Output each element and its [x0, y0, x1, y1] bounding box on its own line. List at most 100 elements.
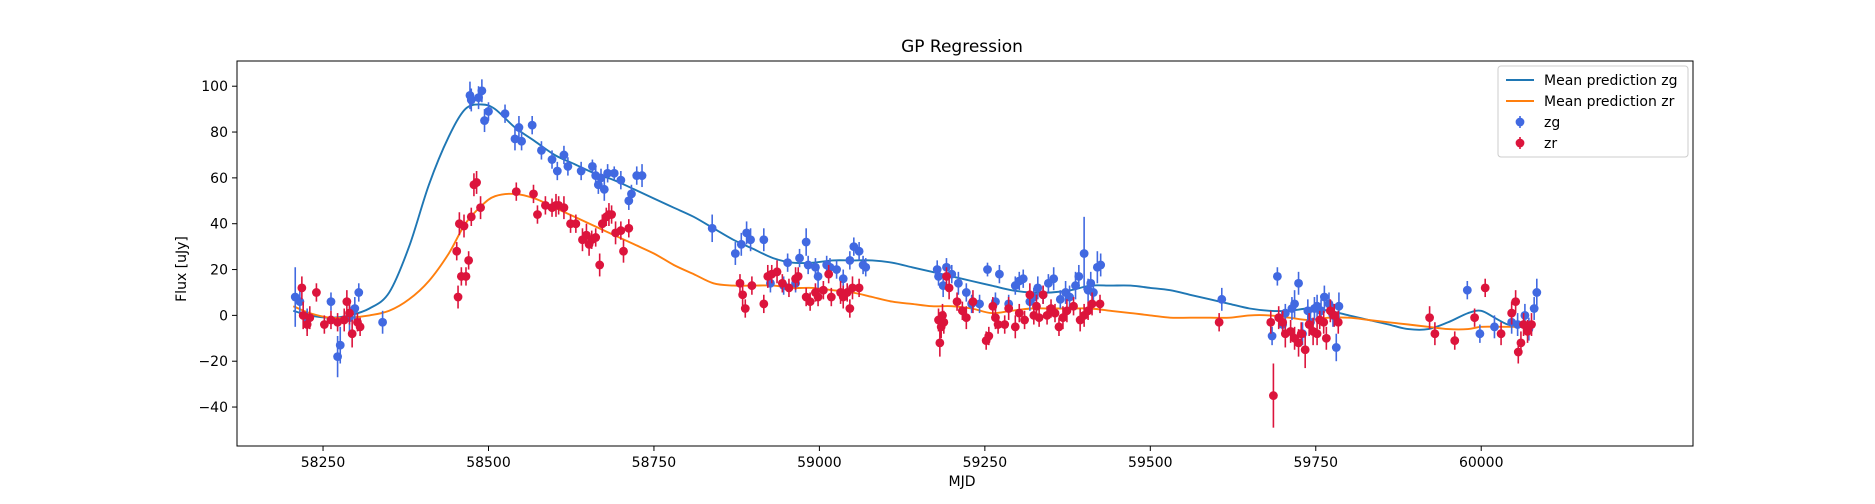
- data-point-zg: [1055, 294, 1065, 304]
- data-point-zg: [627, 189, 636, 199]
- data-point-zr: [1069, 301, 1078, 311]
- data-point-zg: [1049, 274, 1059, 284]
- data-point-zr: [944, 283, 954, 293]
- data-point-zr: [459, 221, 469, 231]
- data-point-zg: [1071, 281, 1080, 290]
- data-point-zr: [1062, 306, 1072, 316]
- data-point-zg: [1088, 288, 1098, 297]
- data-point-zr: [1034, 313, 1044, 323]
- data-point-zg: [783, 258, 793, 268]
- data-point-zr: [826, 292, 836, 302]
- data-point-zr: [298, 310, 308, 320]
- data-point-zg: [484, 107, 493, 116]
- data-point-zr: [1025, 290, 1035, 300]
- data-point-zr: [345, 308, 354, 318]
- plot-frame: [236, 60, 1694, 447]
- data-point-zg: [1290, 299, 1299, 309]
- x-tick-label: 59000: [797, 455, 842, 471]
- data-point-zr: [326, 315, 336, 325]
- data-point-zr: [619, 246, 628, 256]
- data-point-zr: [529, 189, 538, 199]
- data-point-zr: [466, 212, 476, 222]
- data-point-zg: [803, 260, 813, 270]
- data-point-zg: [1294, 278, 1303, 288]
- legend-box: [1497, 65, 1689, 158]
- data-point-zr: [1050, 308, 1060, 318]
- data-point-zr: [805, 297, 815, 307]
- legend-entry-zr: zr: [1515, 136, 1557, 152]
- data-point-zr: [772, 267, 782, 277]
- data-point-zr: [1329, 310, 1339, 320]
- data-point-zr: [472, 178, 481, 187]
- data-point-zg: [559, 150, 569, 160]
- data-point-zg: [1490, 322, 1499, 332]
- data-point-zg: [563, 162, 573, 171]
- data-point-zg: [354, 288, 364, 297]
- data-point-zr: [759, 299, 769, 309]
- data-point-zg: [759, 235, 769, 245]
- data-point-zg: [1462, 285, 1472, 295]
- data-point-zr: [559, 203, 569, 213]
- legend: Mean prediction zg Mean prediction zr zg zr: [1497, 65, 1689, 158]
- data-point-zg: [527, 120, 537, 130]
- data-point-zg: [983, 265, 992, 274]
- data-point-zg: [335, 340, 345, 350]
- data-point-zg: [609, 168, 619, 178]
- data-point-zg: [1475, 329, 1485, 339]
- data-point-zr: [452, 246, 462, 256]
- data-point-zg: [616, 175, 626, 185]
- data-point-zr: [738, 290, 748, 300]
- data-point-zg: [1331, 343, 1341, 352]
- data-point-zg: [1217, 294, 1227, 304]
- data-point-zg: [961, 288, 971, 297]
- data-point-zr: [1095, 299, 1105, 309]
- data-point-zr: [848, 283, 857, 293]
- data-point-zg: [1324, 299, 1334, 309]
- data-point-zr: [624, 223, 634, 233]
- data-point-zr: [1032, 301, 1041, 311]
- data-point-zr: [1054, 322, 1064, 332]
- data-point-zg: [603, 168, 613, 178]
- x-tick-label: 59750: [1293, 455, 1338, 471]
- data-point-zr: [1507, 308, 1517, 318]
- data-point-zr: [938, 310, 947, 320]
- data-point-zr: [747, 281, 757, 290]
- data-point-zg: [514, 123, 524, 132]
- data-point-zg: [932, 265, 942, 274]
- data-point-zr: [1214, 317, 1224, 327]
- data-point-zg: [730, 249, 740, 258]
- data-point-zr: [461, 272, 471, 281]
- data-point-zg: [1267, 331, 1277, 341]
- legend-marker-swatch: [1515, 117, 1525, 127]
- data-point-zg: [1033, 283, 1043, 293]
- data-point-zr: [993, 320, 1003, 329]
- y-axis-label: Flux [uJy]: [174, 236, 190, 302]
- data-point-zr: [1083, 306, 1093, 316]
- chart-title: GP Regression: [901, 37, 1023, 57]
- y-tick-label: −40: [198, 400, 228, 416]
- data-point-zr: [1319, 317, 1329, 327]
- data-point-zr: [297, 283, 307, 293]
- data-point-zg: [599, 184, 609, 194]
- data-point-zr: [333, 317, 342, 327]
- data-point-zg: [838, 274, 848, 284]
- data-point-zg: [707, 223, 717, 233]
- data-point-zr: [845, 304, 855, 313]
- data-point-zr: [597, 219, 607, 229]
- legend-label: Mean prediction zr: [1544, 94, 1675, 110]
- data-point-zg: [736, 239, 746, 249]
- data-point-zr: [1014, 308, 1024, 318]
- data-point-zg: [845, 255, 855, 265]
- data-point-zr: [319, 320, 329, 329]
- data-point-zg: [801, 237, 811, 247]
- legend-label: zr: [1544, 136, 1557, 152]
- data-point-zr: [305, 313, 315, 323]
- data-point-zg: [1272, 272, 1282, 281]
- data-point-zr: [824, 269, 834, 279]
- data-point-zr: [1296, 329, 1306, 339]
- data-point-zr: [984, 331, 994, 341]
- legend-label: Mean prediction zg: [1544, 73, 1678, 89]
- data-point-zg: [510, 134, 520, 144]
